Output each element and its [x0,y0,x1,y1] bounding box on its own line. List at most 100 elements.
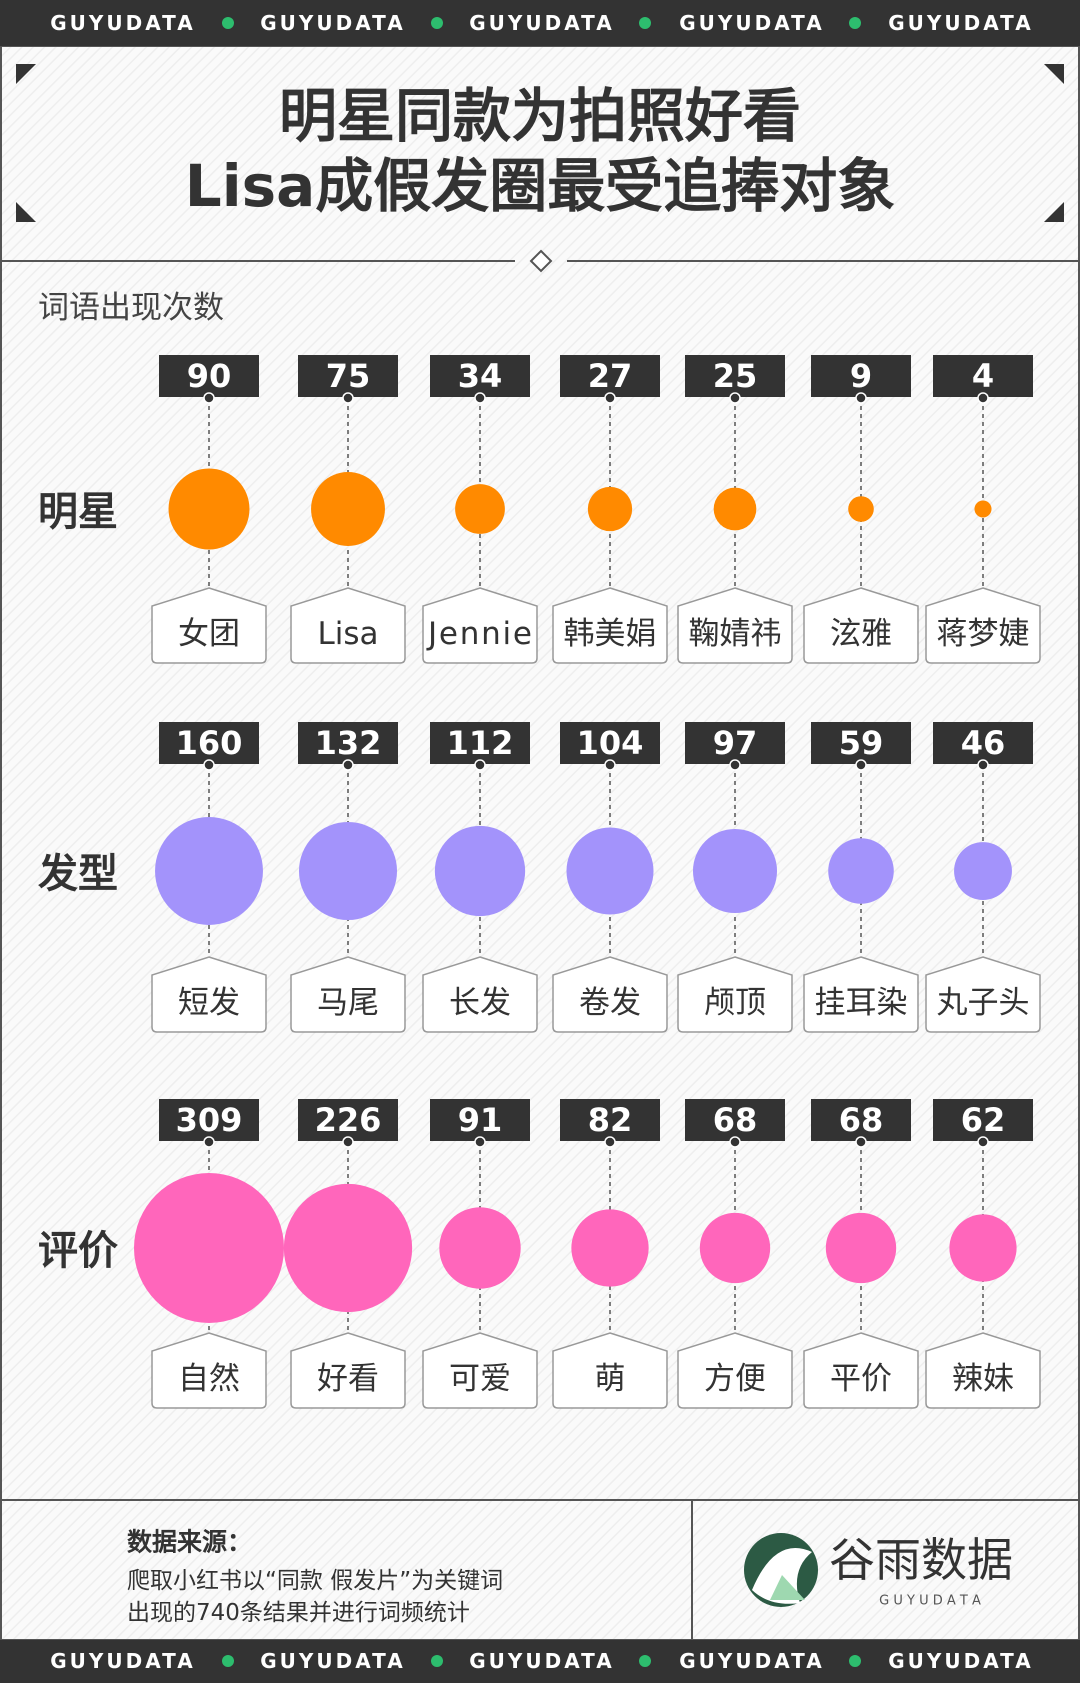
value-dot [977,392,989,404]
logo-icon [744,1533,818,1607]
value-box [685,722,785,764]
banner-dot [222,1655,234,1667]
banner-text: GUYUDATA [50,1649,195,1673]
value-box [298,355,398,397]
category-label: Lisa [317,616,378,652]
category-label: 辣妹 [952,1361,1014,1397]
value-label: 62 [961,1101,1006,1139]
value-dot [855,759,867,771]
banner-text: GUYUDATA [888,11,1033,35]
bubble [571,1209,649,1287]
value-dot [855,1136,867,1148]
banner-dot [222,17,234,29]
category-box [803,956,919,1033]
value-dot [474,759,486,771]
category-box [290,587,406,664]
value-label: 4 [972,357,994,395]
category-label: 可爱 [449,1361,511,1397]
title-line: Lisa成假发圈最受追捧对象 [185,152,896,220]
value-box [685,1099,785,1141]
bubble [954,842,1012,900]
category-label: 好看 [317,1361,379,1397]
banner-dot [849,1655,861,1667]
category-label: 泫雅 [830,616,892,652]
category-box [151,1332,267,1409]
value-dot [729,392,741,404]
row-label: 评价 [38,1228,118,1274]
bubble [699,1212,771,1284]
value-label: 68 [839,1101,884,1139]
category-box [803,1332,919,1409]
value-box [811,355,911,397]
category-label: 短发 [178,985,240,1021]
category-label: 卷发 [579,985,641,1021]
value-box [430,355,530,397]
value-box [430,722,530,764]
banner-text: GUYUDATA [469,11,614,35]
title-line: 明星同款为拍照好看 [279,82,801,150]
value-label: 97 [713,724,758,762]
category-box [552,1332,668,1409]
value-label: 226 [315,1101,382,1139]
value-dot [977,759,989,771]
bubble [974,500,992,518]
value-dot [604,1136,616,1148]
value-box [811,1099,911,1141]
row-label: 明星 [38,489,118,535]
bubble [848,496,874,522]
category-box [677,1332,793,1409]
source-line: 爬取小红书以“同款 假发片”为关键词 [127,1568,503,1594]
value-dot [729,759,741,771]
banner-dot [639,17,651,29]
category-label: 萌 [595,1361,626,1397]
bubble [155,817,263,925]
value-dot [342,1136,354,1148]
banner-text: GUYUDATA [888,1649,1033,1673]
value-box [560,1099,660,1141]
category-box [803,587,919,664]
banner-dot [431,1655,443,1667]
category-label: 女团 [178,616,240,652]
banner-text: GUYUDATA [50,11,195,35]
category-box [422,956,538,1033]
diamond [529,249,553,273]
row-label: 发型 [38,851,118,897]
category-box [552,587,668,664]
banner-dot [431,17,443,29]
value-label: 104 [577,724,644,762]
category-box [677,587,793,664]
banner-dot [849,17,861,29]
banner-text: GUYUDATA [260,11,405,35]
value-box [298,722,398,764]
category-box [677,956,793,1033]
bubble [587,486,633,532]
value-box [685,355,785,397]
category-box [290,956,406,1033]
category-label: 韩美娟 [564,616,657,652]
corner-marks [16,64,1064,222]
category-label: Jennie [426,616,532,652]
value-dot [604,392,616,404]
category-label: 丸子头 [937,985,1030,1021]
bubble [828,838,894,904]
value-dot [729,1136,741,1148]
category-box [925,1332,1041,1409]
value-label: 59 [839,724,884,762]
value-box [560,722,660,764]
value-label: 27 [588,357,633,395]
value-label: 132 [315,724,382,762]
value-box [298,1099,398,1141]
value-box [933,722,1033,764]
value-dot [203,759,215,771]
value-label: 34 [458,357,503,395]
bubble [439,1207,521,1289]
logo-name: 谷雨数据 [829,1533,1013,1587]
category-label: 马尾 [317,985,379,1021]
value-box [560,355,660,397]
value-dot [342,759,354,771]
banner-text: GUYUDATA [469,1649,614,1673]
bubble [283,1183,413,1313]
source-line: 出现的740条结果并进行词频统计 [127,1600,470,1626]
logo-sub: G U Y U D A T A [879,1594,981,1609]
value-box [933,1099,1033,1141]
